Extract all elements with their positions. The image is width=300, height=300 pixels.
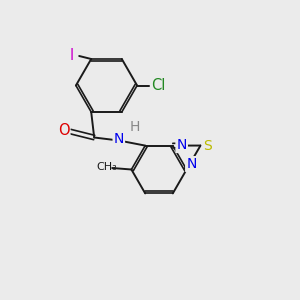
Text: H: H	[129, 120, 140, 134]
Text: I: I	[70, 49, 74, 64]
Text: O: O	[58, 122, 69, 137]
Text: S: S	[203, 139, 212, 152]
Text: N: N	[186, 157, 197, 171]
Text: N: N	[114, 132, 124, 146]
Text: N: N	[176, 138, 187, 152]
Text: Cl: Cl	[151, 78, 165, 93]
Text: CH₃: CH₃	[96, 162, 117, 172]
